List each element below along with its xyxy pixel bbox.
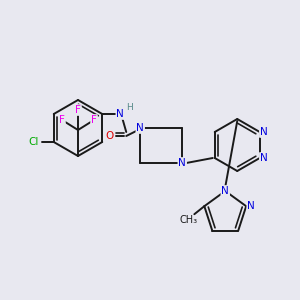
Text: O: O — [105, 131, 113, 141]
Text: N: N — [221, 186, 229, 196]
Text: F: F — [75, 105, 81, 115]
Text: N: N — [260, 153, 268, 163]
Text: N: N — [178, 158, 186, 168]
Text: H: H — [126, 103, 133, 112]
Text: N: N — [247, 201, 255, 211]
Text: N: N — [116, 109, 124, 119]
Text: Cl: Cl — [28, 137, 39, 147]
Text: F: F — [59, 115, 65, 125]
Text: N: N — [136, 123, 144, 133]
Text: CH₃: CH₃ — [179, 215, 197, 225]
Text: F: F — [91, 115, 97, 125]
Text: N: N — [260, 127, 268, 137]
